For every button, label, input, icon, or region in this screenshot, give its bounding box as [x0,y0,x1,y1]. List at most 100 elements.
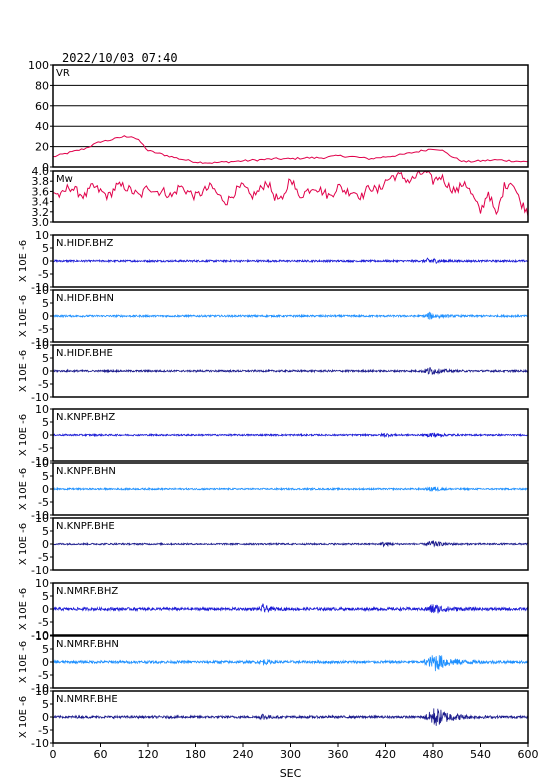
series-line [52,655,529,672]
series-line [52,311,529,320]
panel-label: N.NMRF.BHN [56,639,119,650]
y-unit-label: X 10E -6 [18,523,29,565]
x-tick-label: 0 [50,748,57,761]
y-tick-label: 5 [42,643,49,656]
y-tick-label: 5 [42,470,49,483]
y-unit-label: X 10E -6 [18,295,29,337]
panel-label: N.NMRF.BHZ [56,586,118,597]
y-unit-label: X 10E -6 [18,588,29,630]
y-tick-label: -10 [31,455,49,468]
y-tick-label: 60 [35,100,49,113]
series-line [52,486,529,493]
y-tick-label: 10 [35,512,49,525]
y-tick-label: 0 [42,711,49,724]
y-tick-label: 10 [35,630,49,643]
panel-label: N.HIDF.BHZ [56,238,114,249]
y-tick-label: 0 [42,161,49,174]
series-line [52,135,529,164]
panel-frame [52,408,529,462]
y-unit-label: X 10E -6 [18,414,29,456]
y-tick-label: 40 [35,120,49,133]
y-tick-label: 3.0 [32,216,50,229]
y-tick-label: 5 [42,698,49,711]
y-tick-label: -10 [31,682,49,695]
series-line [52,432,529,438]
y-tick-label: -5 [38,496,49,509]
y-tick-label: 5 [42,242,49,255]
y-tick-label: 0 [42,538,49,551]
series-line [52,603,529,614]
y-tick-label: 100 [28,59,49,72]
y-tick-label: 3.8 [32,175,50,188]
y-unit-label: X 10E -6 [18,350,29,392]
y-tick-label: 5 [42,525,49,538]
y-tick-label: 4.0 [32,165,50,178]
panel-frame [52,234,529,288]
panel-frame [52,462,529,516]
y-tick-label: -10 [31,509,49,522]
y-tick-label: 5 [42,416,49,429]
series-line [53,257,529,264]
y-tick-label: -10 [31,281,49,294]
x-axis-label: SEC [280,767,302,780]
y-tick-label: -5 [38,268,49,281]
y-tick-label: -5 [38,378,49,391]
y-tick-label: 10 [35,577,49,590]
x-tick-label: 60 [94,748,108,761]
y-tick-label: 3.2 [32,206,50,219]
y-tick-label: 0 [42,656,49,669]
panel-label: N.HIDF.BHE [56,348,113,359]
panel-mw: 3.03.23.43.63.84.0 Mw [32,165,529,229]
x-tick-label: 120 [138,748,159,761]
panel-frame [52,170,529,223]
series-line [52,170,529,217]
y-tick-label: 0 [42,483,49,496]
y-tick-label: -5 [38,669,49,682]
x-tick-label: 600 [518,748,539,761]
y-tick-label: 5 [42,590,49,603]
y-tick-label: 10 [35,284,49,297]
panel-frame [52,635,529,689]
y-unit-label: X 10E -6 [18,468,29,510]
panel-label: N.KNPF.BHZ [56,412,115,423]
x-tick-label: 540 [470,748,491,761]
y-tick-label: 0 [42,603,49,616]
panel-frame [52,582,529,636]
y-tick-label: 10 [35,339,49,352]
y-tick-label: 10 [35,403,49,416]
series-line [53,540,529,548]
panel-label: N.KNPF.BHN [56,466,116,477]
x-tick-label: 180 [185,748,206,761]
y-tick-label: -10 [31,629,49,642]
y-tick-label: 5 [42,297,49,310]
panel-frame [52,517,529,571]
panel-label: N.HIDF.BHN [56,293,114,304]
series-line [52,367,529,376]
y-unit-label: X 10E -6 [18,696,29,738]
y-tick-label: 0 [42,365,49,378]
y-tick-label: 20 [35,141,49,154]
series-line [52,708,529,726]
y-tick-label: 10 [35,229,49,242]
panel-label: VR [56,68,70,79]
panel-frame [52,64,529,168]
y-tick-label: 10 [35,685,49,698]
y-tick-label: 0 [42,429,49,442]
panel-label: N.KNPF.BHE [56,521,115,532]
y-tick-label: 0 [42,255,49,268]
y-tick-label: -5 [38,551,49,564]
x-tick-label: 480 [423,748,444,761]
y-tick-label: -10 [31,564,49,577]
x-tick-label: 300 [280,748,301,761]
y-tick-label: -5 [38,616,49,629]
